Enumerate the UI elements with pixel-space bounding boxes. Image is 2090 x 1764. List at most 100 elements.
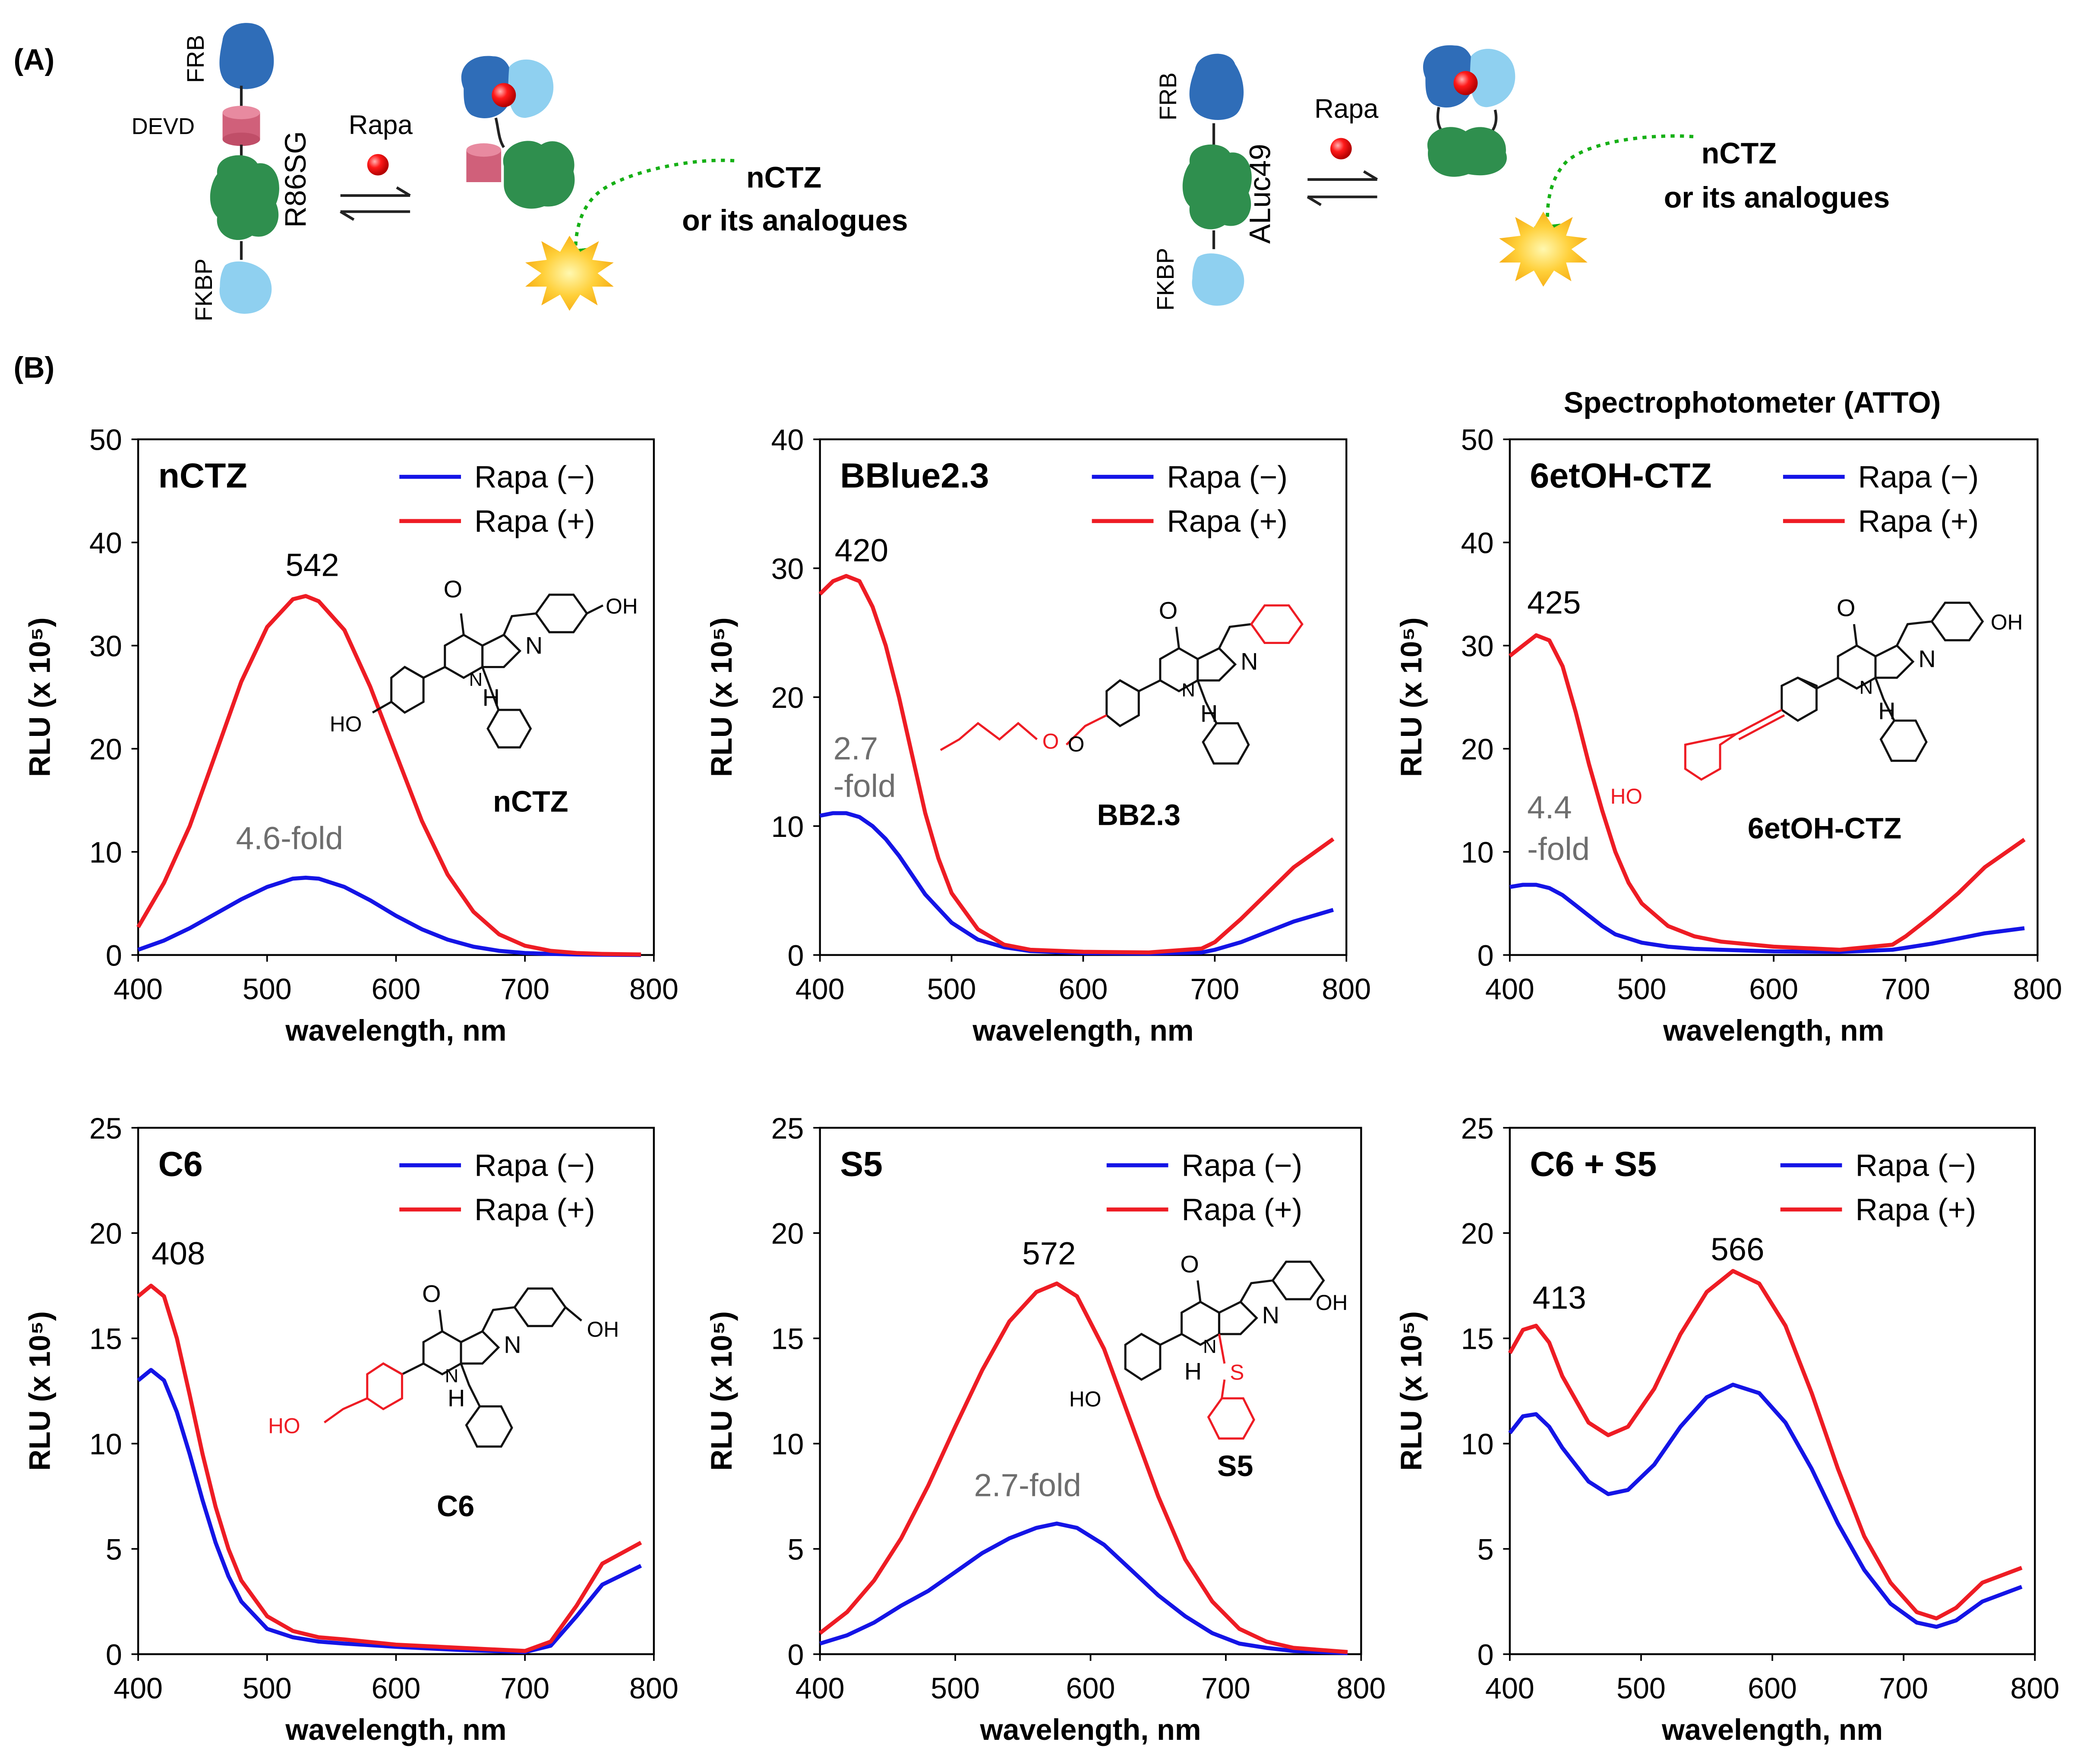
svg-text:N: N	[1182, 680, 1195, 701]
series-line-rapa-plus	[137, 1284, 642, 1653]
y-axis-label: RLU (x 10⁵)	[705, 617, 738, 777]
substrate-label-line2: or its analogues	[682, 204, 908, 237]
peak-label: 572	[1022, 1235, 1076, 1271]
y-tick-label: 10	[771, 811, 804, 843]
y-tick-label: 30	[771, 552, 804, 585]
x-tick-label: 700	[1201, 1672, 1250, 1705]
legend-label: Rapa (+)	[1858, 504, 1979, 539]
legend-label: Rapa (−)	[1167, 460, 1288, 495]
y-tick-label: 40	[1461, 527, 1494, 560]
substrate-label-line1: nCTZ	[746, 161, 821, 194]
y-tick-label: 0	[1478, 939, 1494, 972]
y-tick-label: 0	[787, 1638, 804, 1671]
peak-label: 420	[835, 532, 888, 568]
substrate-label-line2: or its analogues	[1664, 181, 1890, 214]
chart-annotations: 542 4.6-fold 420 2.7 -fold 425 4.4 -fold…	[152, 532, 1764, 1503]
structure-bb23	[940, 604, 1304, 765]
y-tick-label: 20	[89, 1218, 122, 1250]
svg-text:H: H	[448, 1384, 465, 1411]
fold-label: 4.6-fold	[236, 820, 343, 856]
schematic-left: FRB DEVD R86SG FKBP Rapa	[132, 23, 908, 322]
y-tick-label: 10	[89, 836, 122, 869]
x-tick-label: 400	[1485, 1672, 1534, 1705]
x-tick-label: 600	[372, 973, 421, 1006]
structure-6etoh-ctz-labels: O N H N OH HO 6etOH-CTZ	[1610, 594, 2023, 845]
structure-bb23-labels: O N H N O O BB2.3	[1042, 597, 1258, 832]
x-tick-label: 700	[500, 973, 549, 1006]
svg-text:O: O	[1042, 729, 1059, 754]
compound-label: C6	[437, 1490, 474, 1523]
y-tick-label: 10	[1461, 836, 1494, 869]
svg-text:H: H	[1200, 700, 1218, 727]
compound-label: S5	[1217, 1450, 1253, 1483]
x-tick-label: 500	[931, 1672, 980, 1705]
rapa-label: Rapa	[1314, 94, 1379, 124]
y-tick-label: 0	[787, 939, 804, 972]
y-tick-label: 5	[787, 1533, 804, 1566]
equilibrium-arrows	[340, 186, 411, 221]
x-tick-label: 400	[796, 1672, 845, 1705]
substrate-arrow	[561, 158, 735, 276]
aluc49-domain	[1182, 144, 1252, 230]
x-tick-label: 600	[1058, 973, 1108, 1006]
structure-s5-labels: O N H N OH HO S S5	[1069, 1250, 1348, 1483]
y-tick-label: 20	[771, 682, 804, 714]
svg-text:HO: HO	[1069, 1387, 1101, 1411]
fkbp-label: FKBP	[1152, 248, 1179, 311]
peak-label: 408	[152, 1235, 205, 1271]
panel-label-a: (A)	[13, 43, 54, 76]
svg-text:N: N	[525, 631, 543, 659]
fold-label-line1: 4.4	[1527, 789, 1572, 825]
svg-text:H: H	[1184, 1357, 1202, 1385]
luciferase-label: R86SG	[279, 131, 312, 228]
series-line-rapa-minus	[1508, 1382, 2023, 1629]
y-tick-label: 10	[1461, 1428, 1494, 1461]
rapa-label: Rapa	[349, 110, 413, 140]
svg-text:N: N	[1918, 645, 1935, 672]
legend-label: Rapa (+)	[1855, 1193, 1976, 1227]
structure-c6-labels: O N H N OH HO C6	[268, 1280, 619, 1523]
y-tick-label: 5	[1478, 1533, 1494, 1566]
x-tick-label: 500	[1616, 1672, 1666, 1705]
x-axis-label: wavelength, nm	[1663, 1014, 1884, 1047]
chart-c6-s5: 0 5 10 15 20 25 400 500 600 700 800 wavelength, nm R…	[1395, 1112, 2059, 1746]
x-tick-label: 700	[500, 1672, 549, 1705]
svg-text:O: O	[422, 1280, 441, 1307]
chart-c6: 0 5 10 15 20 25 400 500 600 700 800 wavelength, nm R…	[23, 1112, 679, 1746]
complex-left	[461, 56, 575, 209]
legend-label: Rapa (−)	[474, 1149, 595, 1183]
series-line-rapa-plus	[136, 594, 641, 957]
y-tick-label: 0	[106, 939, 122, 972]
svg-text:N: N	[469, 669, 483, 690]
chart-title: S5	[840, 1145, 883, 1184]
frb-domain	[1189, 54, 1244, 120]
legend-label: Rapa (+)	[1167, 504, 1288, 539]
svg-text:N: N	[1262, 1301, 1279, 1329]
peak-label: 542	[285, 547, 339, 583]
x-axis-label: wavelength, nm	[285, 1714, 506, 1746]
devd-cylinder-bottom	[222, 133, 260, 146]
chart-title: 6etOH-CTZ	[1530, 457, 1711, 495]
chart-s5: 0 5 10 15 20 25 400 500 600 700 800 wavelength, nm R…	[705, 1112, 1386, 1746]
instrument-label: Spectrophotometer (ATTO)	[1564, 386, 1941, 419]
frb-label: FRB	[1154, 73, 1181, 121]
x-tick-label: 400	[1485, 973, 1534, 1006]
svg-text:OH: OH	[606, 594, 638, 618]
x-tick-label: 800	[2010, 1672, 2059, 1705]
fold-label-line2: -fold	[1527, 831, 1590, 867]
panel-label-b: (B)	[13, 351, 54, 384]
legend-label: Rapa (+)	[474, 1193, 595, 1227]
x-tick-label: 400	[796, 973, 845, 1006]
schematic-right: FRB ALuc49 FKBP Rapa nCTZ or its analogu…	[1152, 45, 1890, 311]
y-tick-label: 40	[771, 424, 804, 457]
series-line-rapa-plus	[1508, 633, 2026, 952]
x-tick-label: 800	[1336, 1672, 1386, 1705]
devd-label: DEVD	[132, 114, 195, 139]
y-tick-label: 25	[1461, 1112, 1494, 1145]
svg-text:OH: OH	[587, 1317, 619, 1341]
x-tick-label: 700	[1879, 1672, 1928, 1705]
svg-text:HO: HO	[268, 1414, 300, 1438]
y-tick-label: 5	[106, 1533, 122, 1566]
svg-text:N: N	[504, 1331, 521, 1358]
series-line-rapa-plus	[818, 574, 1335, 955]
